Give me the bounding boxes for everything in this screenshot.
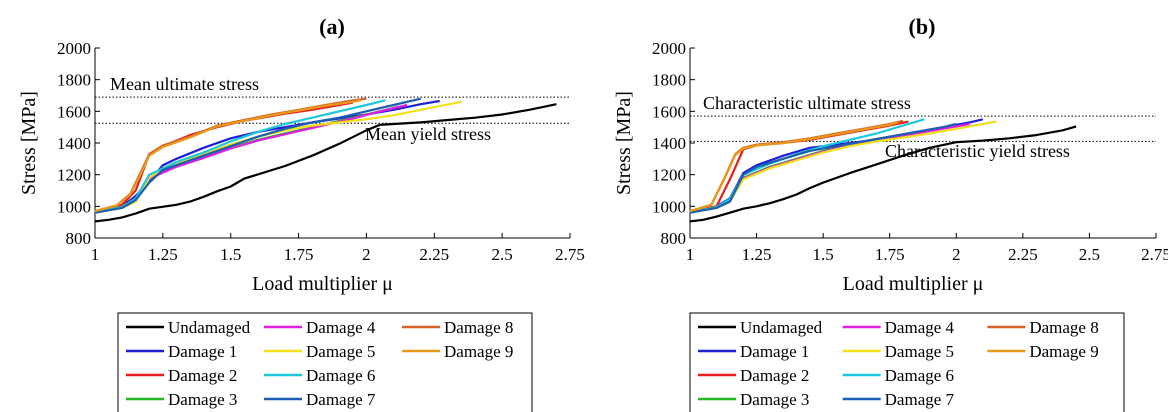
legend-label: Damage 5 xyxy=(306,342,375,361)
legend-label: Damage 1 xyxy=(740,342,809,361)
series-line xyxy=(94,103,408,214)
legend-label: Damage 9 xyxy=(444,342,513,361)
x-tick-label: 2 xyxy=(952,245,961,264)
legend-label: Damage 4 xyxy=(306,318,376,337)
y-tick-label: 1800 xyxy=(652,71,686,90)
x-tick-label: 1.5 xyxy=(813,245,834,264)
y-tick-label: 2000 xyxy=(652,39,686,58)
y-axis-label: Stress [MPa] xyxy=(613,91,635,195)
legend-label: Damage 8 xyxy=(444,318,513,337)
y-tick-label: 1600 xyxy=(57,102,91,121)
x-tick-label: 1.75 xyxy=(284,245,314,264)
series-line xyxy=(94,105,400,214)
y-tick-label: 1400 xyxy=(57,134,91,153)
reference-line-label: Mean yield stress xyxy=(365,124,491,144)
legend-label: Undamaged xyxy=(740,318,823,337)
x-tick-label: 2.5 xyxy=(492,245,513,264)
legend-label: Undamaged xyxy=(168,318,251,337)
series-line xyxy=(94,99,362,213)
x-tick-label: 2.5 xyxy=(1079,245,1100,264)
x-tick-label: 2.25 xyxy=(1008,245,1038,264)
series-line xyxy=(94,100,462,214)
legend-box xyxy=(689,312,1125,412)
legend-label: Damage 7 xyxy=(885,390,955,409)
y-tick-label: 1200 xyxy=(652,166,686,185)
chart-title: (a) xyxy=(319,14,345,39)
series-line xyxy=(94,103,557,223)
reference-line-label: Characteristic ultimate stress xyxy=(703,93,911,113)
x-tick-label: 2 xyxy=(362,245,371,264)
legend-label: Damage 6 xyxy=(306,366,375,385)
chart-title: (b) xyxy=(909,14,936,39)
series-line xyxy=(689,121,899,213)
y-tick-label: 1000 xyxy=(652,197,686,216)
legend-label: Damage 8 xyxy=(1029,318,1098,337)
y-axis-label: Stress [MPa] xyxy=(18,91,40,195)
y-tick-label: 1800 xyxy=(57,71,91,90)
reference-line-label: Mean ultimate stress xyxy=(110,74,259,94)
y-tick-label: 1200 xyxy=(57,166,91,185)
legend-label: Damage 3 xyxy=(168,390,237,409)
legend-box xyxy=(117,312,533,412)
chart-panel: (b) 800 1000 1200 1400 1600 1800 2000 1 1.25 1.5 1.… xyxy=(613,14,1168,412)
x-tick-label: 1 xyxy=(686,245,695,264)
series-line xyxy=(94,97,421,214)
legend-label: Damage 4 xyxy=(885,318,955,337)
legend-label: Damage 2 xyxy=(168,366,237,385)
legend-label: Damage 9 xyxy=(1029,342,1098,361)
x-axis-label: Load multiplier μ xyxy=(252,273,393,295)
reference-line-label: Characteristic yield stress xyxy=(885,141,1070,161)
legend-label: Damage 6 xyxy=(885,366,954,385)
series-line xyxy=(689,118,925,214)
x-tick-label: 1.5 xyxy=(220,245,241,264)
y-tick-label: 1600 xyxy=(652,102,686,121)
x-tick-label: 1 xyxy=(91,245,100,264)
series-line xyxy=(94,101,354,213)
legend-label: Damage 3 xyxy=(740,390,809,409)
x-tick-label: 2.75 xyxy=(1141,245,1168,264)
legend-label: Damage 2 xyxy=(740,366,809,385)
x-tick-label: 1.25 xyxy=(148,245,178,264)
series-line xyxy=(689,122,957,214)
chart-panel: (a) 800 1000 1200 1400 1600 1800 2000 1 1.25 1.5 1.… xyxy=(18,14,585,412)
y-tick-label: 800 xyxy=(66,229,92,248)
legend-label: Damage 5 xyxy=(885,342,954,361)
x-tick-label: 2.25 xyxy=(419,245,449,264)
series-line xyxy=(689,125,1077,223)
x-tick-label: 1.25 xyxy=(742,245,772,264)
y-tick-label: 800 xyxy=(661,229,687,248)
x-axis-label: Load multiplier μ xyxy=(843,273,984,295)
y-tick-label: 1400 xyxy=(652,134,686,153)
series-line xyxy=(689,120,909,213)
x-tick-label: 2.75 xyxy=(555,245,585,264)
legend-label: Damage 1 xyxy=(168,342,237,361)
y-tick-label: 2000 xyxy=(57,39,91,58)
x-tick-label: 1.75 xyxy=(875,245,905,264)
legend-label: Damage 7 xyxy=(306,390,376,409)
y-tick-label: 1000 xyxy=(57,197,91,216)
